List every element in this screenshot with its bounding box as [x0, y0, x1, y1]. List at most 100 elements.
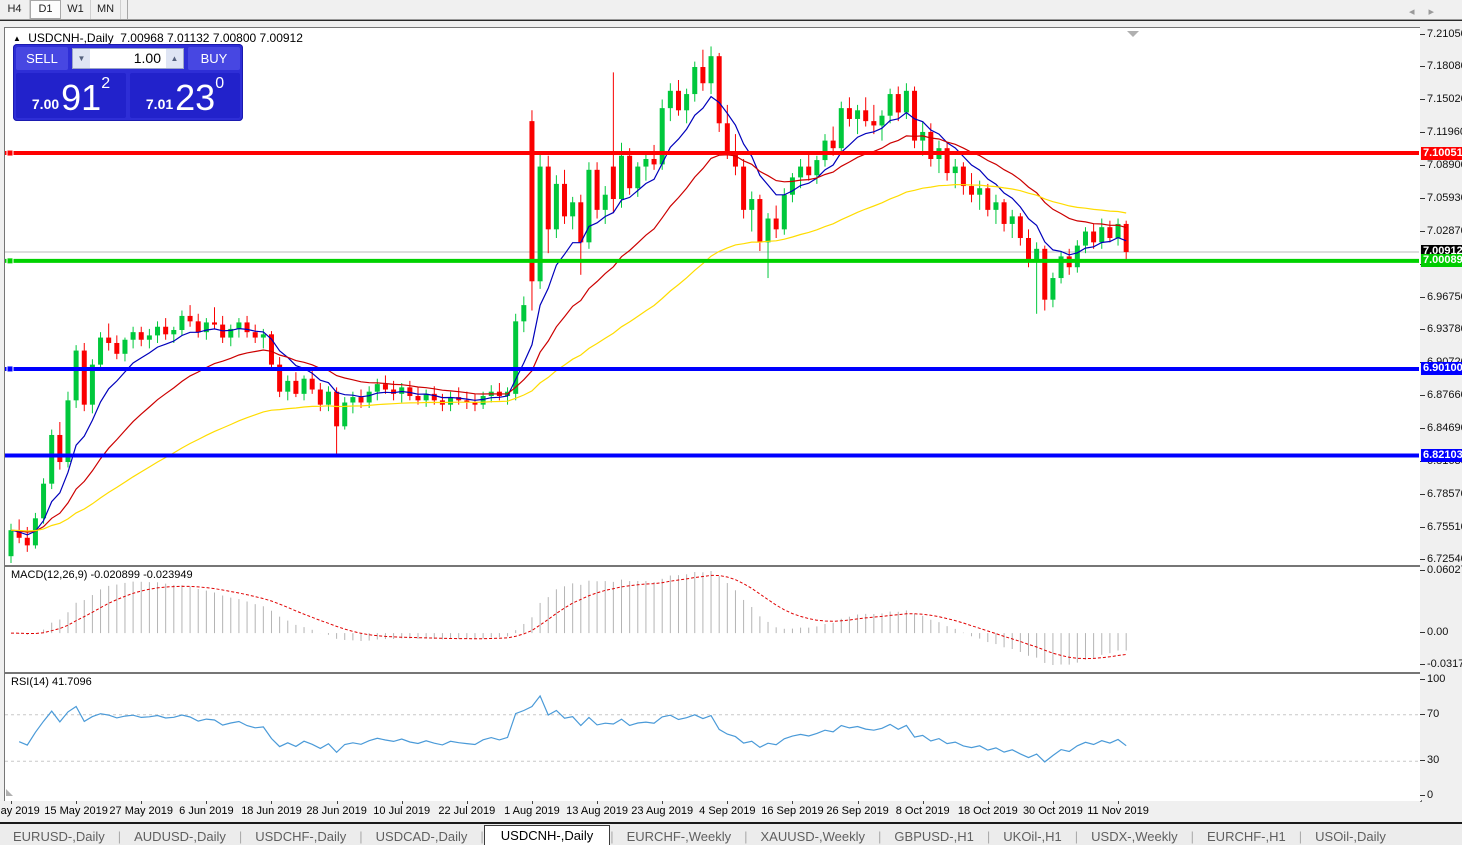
chart-title: ▲ USDCNH-,Daily 7.00968 7.01132 7.00800 … [13, 31, 303, 45]
date-label: 1 Aug 2019 [504, 805, 560, 817]
candlestick-chart[interactable] [5, 28, 1419, 563]
sell-price-small: 7.00 [31, 96, 60, 112]
date-label: 8 Oct 2019 [895, 805, 950, 817]
ma-21-line [10, 135, 1127, 533]
chart-tab-usoil-daily[interactable]: USOil-,Daily [1315, 829, 1386, 844]
price-chart-pane[interactable]: ▲ USDCNH-,Daily 7.00968 7.01132 7.00800 … [4, 27, 1422, 566]
macd-signal-line [10, 574, 1127, 660]
date-label: 18 Oct 2019 [957, 805, 1018, 817]
date-label: 6 Jun 2019 [179, 805, 234, 817]
collapse-triangle-icon[interactable]: ▲ [13, 34, 21, 43]
buy-price-sup: 0 [215, 75, 225, 92]
date-tick [401, 801, 403, 804]
sell-price-display[interactable]: 7.00 91 2 [16, 73, 126, 118]
macd-tick [1420, 664, 1425, 665]
price-tick [1420, 493, 1425, 495]
price-tick [1420, 165, 1425, 167]
chart-tab-gbpusd-h1[interactable]: GBPUSD-,H1 [894, 829, 974, 844]
rsi-plot [5, 694, 1419, 796]
timeframe-button-mn[interactable]: MN [91, 0, 121, 19]
price-tick [1420, 296, 1425, 298]
price-badge-6.90100: 6.90100 [1421, 362, 1462, 376]
price-tick-label: 6.72540 [1427, 553, 1462, 565]
date-label: 4 Sep 2019 [699, 805, 756, 817]
ma-55-line [10, 183, 1127, 532]
chart-tab-ukoil-h1[interactable]: UKOil-,H1 [1003, 829, 1062, 844]
price-tick-label: 7.11960 [1427, 126, 1462, 139]
date-tick [531, 801, 533, 804]
date-label: 11 Nov 2019 [1087, 805, 1149, 817]
chart-tab-eurchf-weekly[interactable]: EURCHF-,Weekly [626, 829, 732, 844]
chart-tab-usdcad-daily[interactable]: USDCAD-,Daily [375, 829, 468, 844]
volume-stepper: ▼ 1.00 ▲ [72, 48, 184, 69]
date-label: 10 Jul 2019 [373, 805, 431, 817]
date-label: 23 Aug 2019 [631, 805, 694, 817]
tab-separator: | [480, 829, 484, 844]
timeframe-button-d1[interactable]: D1 [30, 0, 61, 19]
price-tick [1420, 559, 1425, 560]
macd-label: MACD(12,26,9) -0.020899 -0.023949 [11, 569, 193, 581]
date-label: 16 Sep 2019 [761, 805, 824, 817]
price-tick-label: 7.18080 [1427, 60, 1462, 73]
volume-decrease-icon[interactable]: ▼ [73, 49, 90, 68]
date-label: 15 May 2019 [44, 805, 108, 817]
rsi-indicator-pane[interactable]: RSI(14) 41.7096 [4, 673, 1422, 802]
tab-separator: | [1190, 829, 1195, 844]
date-tick [141, 801, 143, 804]
rsi-tick [1420, 679, 1425, 680]
macd-tick [1420, 570, 1425, 571]
chart-tab-eurusd-daily[interactable]: EURUSD-,Daily [13, 829, 105, 844]
sell-button[interactable]: SELL [16, 47, 68, 70]
date-tick [76, 801, 78, 804]
date-label: 28 Jun 2019 [306, 805, 367, 817]
timeframe-button-w1[interactable]: W1 [61, 0, 91, 19]
buy-price-small: 7.01 [145, 96, 174, 112]
buy-price-display[interactable]: 7.01 23 0 [130, 73, 240, 118]
price-tick [1420, 34, 1425, 35]
price-tick-label: 6.96750 [1427, 290, 1462, 303]
macd-tick [1420, 632, 1425, 634]
price-tick-label: 7.02870 [1427, 224, 1462, 237]
tab-scroll-arrows[interactable]: ◂▸ [1408, 6, 1448, 18]
chart-tab-usdchf-daily[interactable]: USDCHF-,Daily [255, 829, 347, 844]
chart-tab-audusd-daily[interactable]: AUDUSD-,Daily [134, 829, 226, 844]
price-tick-label: 6.93780 [1427, 323, 1462, 336]
buy-price-big: 23 [175, 77, 216, 118]
price-tick-label: 6.84690 [1427, 421, 1462, 434]
date-tick [1052, 801, 1054, 804]
price-tick [1420, 132, 1425, 134]
price-tick [1420, 230, 1425, 232]
price-tick-label: 6.78570 [1427, 487, 1462, 500]
chart-tab-xauusd-weekly[interactable]: XAUUSD-,Weekly [760, 829, 866, 844]
date-tick [336, 801, 338, 804]
rsi-tick [1420, 713, 1425, 715]
tab-separator: | [744, 829, 748, 844]
macd-indicator-pane[interactable]: MACD(12,26,9) -0.020899 -0.023949 [4, 566, 1422, 673]
volume-input[interactable]: 1.00 [133, 50, 161, 66]
date-label: 18 Jun 2019 [241, 805, 302, 817]
scroll-start-icon [6, 789, 13, 796]
timeframe-button-h4[interactable]: H4 [0, 0, 30, 19]
price-axis[interactable]: 7.21050 7.18080 7.15020 7.11960 7.08900 7.059… [1420, 27, 1462, 801]
chart-tab-usdcnh-daily[interactable]: USDCNH-,Daily [483, 825, 611, 845]
chart-tab-eurchf-h1[interactable]: EURCHF-,H1 [1207, 829, 1286, 844]
chart-tab-usdx-weekly[interactable]: USDX-,Weekly [1091, 829, 1178, 844]
tab-separator: | [238, 829, 243, 844]
buy-button[interactable]: BUY [188, 47, 240, 70]
price-tick-label: 7.05930 [1427, 191, 1462, 204]
volume-increase-icon[interactable]: ▲ [166, 49, 183, 68]
price-badge-7.00089: 7.00089 [1421, 254, 1462, 268]
chart-ohlc-values: 7.00968 7.01132 7.00800 7.00912 [120, 31, 303, 45]
price-tick [1420, 197, 1425, 199]
date-label: 27 May 2019 [109, 805, 174, 817]
macd-tick-label: -0.031725 [1427, 658, 1462, 670]
price-tick [1420, 395, 1425, 397]
tab-separator: | [986, 829, 991, 844]
price-tick-label: 6.75510 [1427, 520, 1462, 533]
tab-separator: | [117, 829, 122, 844]
macd-tick-label: 0.00 [1427, 626, 1449, 639]
date-tick [466, 801, 468, 804]
one-click-trade-panel: SELL ▼ 1.00 ▲ BUY 7.00 91 2 7.01 23 0 [13, 44, 243, 121]
chart-symbol-period: USDCNH-,Daily [28, 31, 114, 45]
